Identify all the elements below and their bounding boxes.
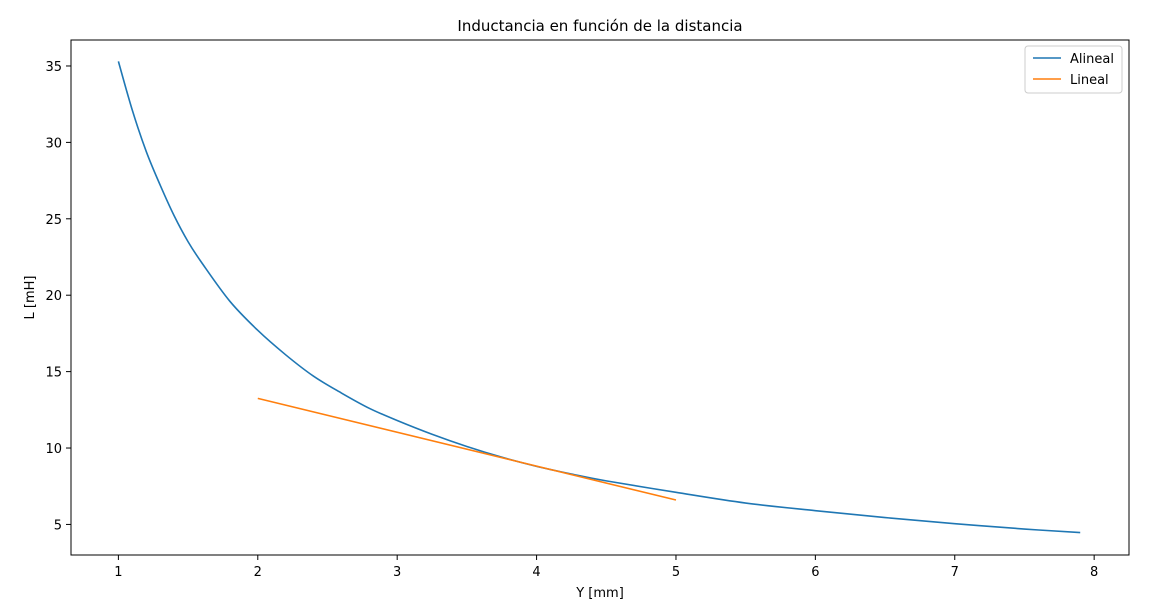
y-tick-label: 25 — [45, 213, 62, 228]
x-tick-label: 5 — [672, 565, 680, 580]
y-tick-label: 15 — [45, 366, 62, 381]
plot-frame — [70, 39, 1130, 556]
x-tick-label: 2 — [254, 565, 262, 580]
legend-label: Lineal — [1070, 73, 1109, 88]
y-axis-ticks: 5 10 15 20 25 30 35 — [45, 60, 71, 533]
legend-label: Alineal — [1070, 52, 1114, 67]
x-axis-ticks: 1 2 3 4 5 6 7 8 — [114, 555, 1098, 580]
x-tick-label: 1 — [114, 565, 122, 580]
y-tick-label: 30 — [45, 136, 62, 151]
legend: Alineal Lineal — [1024, 45, 1123, 94]
series-line-alineal — [117, 61, 1081, 534]
series-layer — [117, 61, 1081, 534]
chart-title: Inductancia en función de la distancia — [457, 17, 742, 35]
y-axis-label: L [mH] — [23, 276, 38, 320]
x-tick-label: 8 — [1090, 565, 1098, 580]
y-tick-label: 10 — [45, 442, 62, 457]
x-tick-label: 3 — [393, 565, 401, 580]
x-axis-label: Y [mm] — [575, 586, 624, 601]
y-tick-label: 5 — [54, 518, 62, 533]
x-tick-label: 7 — [951, 565, 959, 580]
x-tick-label: 4 — [532, 565, 540, 580]
x-tick-label: 6 — [811, 565, 819, 580]
y-tick-label: 20 — [45, 289, 62, 304]
series-line-lineal — [257, 397, 677, 501]
y-tick-label: 35 — [45, 60, 62, 75]
